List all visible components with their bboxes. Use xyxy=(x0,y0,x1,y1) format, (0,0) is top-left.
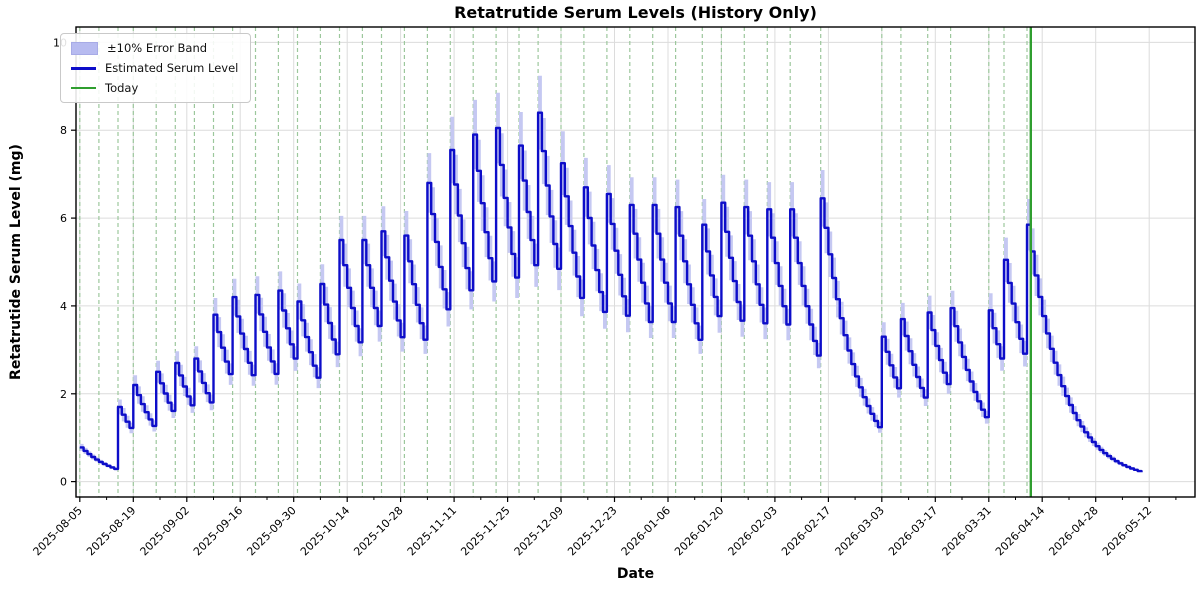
svg-text:2025-12-23: 2025-12-23 xyxy=(565,504,619,558)
legend: ±10% Error Band Estimated Serum Level To… xyxy=(60,33,252,103)
svg-text:6: 6 xyxy=(60,212,67,225)
svg-text:8: 8 xyxy=(60,124,67,137)
today-line-swatch xyxy=(71,86,96,90)
svg-text:2026-01-06: 2026-01-06 xyxy=(619,504,673,558)
svg-text:2025-09-16: 2025-09-16 xyxy=(191,504,245,558)
svg-text:2: 2 xyxy=(60,388,67,401)
svg-text:2026-05-12: 2026-05-12 xyxy=(1100,504,1154,558)
svg-text:2026-02-03: 2026-02-03 xyxy=(726,504,780,558)
svg-text:2025-11-11: 2025-11-11 xyxy=(405,504,459,558)
svg-text:0: 0 xyxy=(60,476,67,489)
legend-item-today: Today xyxy=(71,81,238,95)
svg-text:2025-10-14: 2025-10-14 xyxy=(298,504,352,558)
legend-item-label: Today xyxy=(105,81,139,95)
serum-level-line-swatch xyxy=(71,66,96,70)
legend-item-serum-level: Estimated Serum Level xyxy=(71,61,238,75)
svg-text:2026-02-17: 2026-02-17 xyxy=(779,504,833,558)
error-band-swatch xyxy=(71,41,98,55)
x-axis-label: Date xyxy=(616,566,655,582)
chart-title: Retatrutide Serum Levels (History Only) xyxy=(454,3,817,22)
svg-text:2025-10-28: 2025-10-28 xyxy=(351,504,405,558)
svg-text:2026-04-28: 2026-04-28 xyxy=(1046,504,1100,558)
svg-text:2026-01-20: 2026-01-20 xyxy=(672,504,726,558)
svg-text:2025-09-02: 2025-09-02 xyxy=(138,504,192,558)
legend-item-error-band: ±10% Error Band xyxy=(71,41,238,55)
svg-text:4: 4 xyxy=(60,300,67,313)
legend-item-label: ±10% Error Band xyxy=(107,41,208,55)
svg-text:2025-09-30: 2025-09-30 xyxy=(244,504,298,558)
svg-text:2025-12-09: 2025-12-09 xyxy=(512,504,566,558)
svg-text:2025-08-05: 2025-08-05 xyxy=(31,504,85,558)
svg-text:2026-04-14: 2026-04-14 xyxy=(993,504,1047,558)
svg-text:2026-03-03: 2026-03-03 xyxy=(833,504,887,558)
svg-text:2025-08-19: 2025-08-19 xyxy=(84,504,138,558)
y-axis-label: Retatrutide Serum Level (mg) xyxy=(8,144,24,380)
legend-item-label: Estimated Serum Level xyxy=(105,61,239,75)
svg-text:2026-03-31: 2026-03-31 xyxy=(940,504,994,558)
svg-text:2026-03-17: 2026-03-17 xyxy=(886,504,940,558)
svg-text:2025-11-25: 2025-11-25 xyxy=(458,504,512,558)
